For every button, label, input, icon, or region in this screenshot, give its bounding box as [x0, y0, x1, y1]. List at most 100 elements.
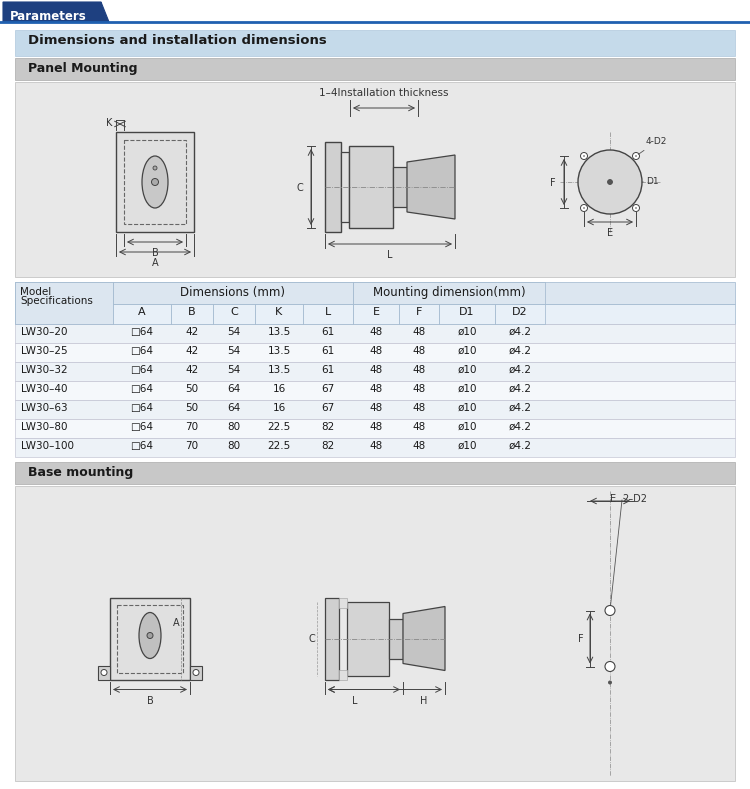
Bar: [15, 419, 735, 438]
Bar: [15, 304, 735, 324]
Text: 13.5: 13.5: [267, 365, 291, 375]
Bar: [171, 304, 213, 324]
Bar: [15, 438, 735, 457]
Text: 1–4Installation thickness: 1–4Installation thickness: [320, 88, 448, 98]
Text: L: L: [387, 250, 393, 260]
Text: □64: □64: [130, 422, 154, 432]
Text: 82: 82: [321, 441, 334, 451]
Text: H: H: [420, 695, 428, 705]
Text: 22.5: 22.5: [267, 441, 291, 451]
Text: □64: □64: [130, 346, 154, 356]
Text: □64: □64: [130, 441, 154, 451]
Bar: [339, 670, 347, 679]
Text: 50: 50: [185, 403, 199, 413]
Text: C: C: [230, 307, 238, 317]
Circle shape: [632, 152, 640, 159]
Text: 16: 16: [272, 403, 286, 413]
Text: LW30–40: LW30–40: [21, 384, 68, 394]
Ellipse shape: [139, 612, 161, 659]
Text: Parameters: Parameters: [10, 9, 87, 23]
Bar: [439, 304, 495, 324]
Text: ø10: ø10: [458, 441, 477, 451]
Bar: [213, 304, 255, 324]
Text: Model: Model: [20, 287, 51, 297]
Text: 42: 42: [185, 327, 199, 337]
Text: L: L: [352, 695, 358, 705]
Text: 64: 64: [227, 403, 241, 413]
Bar: [341, 152, 349, 222]
Text: 48: 48: [413, 422, 426, 432]
Text: 64: 64: [227, 384, 241, 394]
Text: ø4.2: ø4.2: [509, 346, 532, 356]
Bar: [389, 619, 403, 659]
Text: 48: 48: [413, 365, 426, 375]
Bar: [15, 381, 735, 400]
Text: 16: 16: [272, 384, 286, 394]
Bar: [15, 58, 735, 80]
Text: 48: 48: [369, 422, 382, 432]
Text: 48: 48: [369, 441, 382, 451]
Polygon shape: [407, 155, 455, 219]
Bar: [3, 2, 101, 22]
Text: 54: 54: [227, 327, 241, 337]
Circle shape: [578, 150, 642, 214]
Text: D2: D2: [512, 307, 528, 317]
Text: 42: 42: [185, 346, 199, 356]
Bar: [15, 282, 113, 324]
Bar: [303, 304, 353, 324]
Text: 54: 54: [227, 365, 241, 375]
Text: C: C: [308, 634, 315, 645]
Text: 48: 48: [369, 365, 382, 375]
Text: B: B: [147, 695, 153, 705]
Text: 61: 61: [321, 346, 334, 356]
Bar: [255, 304, 303, 324]
Bar: [15, 486, 735, 781]
Text: LW30–25: LW30–25: [21, 346, 68, 356]
Text: ø10: ø10: [458, 346, 477, 356]
Text: 48: 48: [369, 384, 382, 394]
Text: 48: 48: [413, 327, 426, 337]
Text: Base mounting: Base mounting: [28, 466, 134, 479]
Text: 67: 67: [321, 403, 334, 413]
Text: ø4.2: ø4.2: [509, 403, 532, 413]
Circle shape: [608, 180, 613, 185]
Circle shape: [584, 155, 585, 157]
Text: F: F: [550, 178, 556, 188]
Text: K: K: [106, 118, 112, 128]
Text: ø10: ø10: [458, 384, 477, 394]
Bar: [349, 146, 393, 228]
Bar: [325, 142, 341, 232]
Text: E: E: [610, 494, 616, 504]
Text: 50: 50: [185, 384, 199, 394]
Bar: [347, 601, 389, 675]
Circle shape: [608, 680, 612, 685]
Text: LW30–20: LW30–20: [21, 327, 68, 337]
Text: 70: 70: [185, 441, 199, 451]
Text: ø4.2: ø4.2: [509, 327, 532, 337]
Text: ø4.2: ø4.2: [509, 441, 532, 451]
Bar: [15, 362, 735, 381]
Text: ø4.2: ø4.2: [509, 422, 532, 432]
Text: 82: 82: [321, 422, 334, 432]
Text: A: A: [138, 307, 146, 317]
Text: A: A: [152, 258, 158, 268]
Text: ø4.2: ø4.2: [509, 384, 532, 394]
Text: 13.5: 13.5: [267, 327, 291, 337]
Text: 80: 80: [227, 422, 241, 432]
Text: 48: 48: [413, 346, 426, 356]
Text: ø4.2: ø4.2: [509, 365, 532, 375]
Text: 13.5: 13.5: [267, 346, 291, 356]
Circle shape: [101, 670, 107, 675]
Bar: [116, 132, 194, 232]
Text: 48: 48: [369, 327, 382, 337]
Text: K: K: [275, 307, 283, 317]
Text: A: A: [173, 619, 180, 629]
Text: 42: 42: [185, 365, 199, 375]
Circle shape: [153, 166, 157, 170]
Ellipse shape: [142, 156, 168, 208]
Text: 48: 48: [413, 441, 426, 451]
Text: Specifications: Specifications: [20, 296, 93, 306]
Text: B: B: [152, 248, 158, 258]
Text: 70: 70: [185, 422, 199, 432]
Circle shape: [152, 178, 158, 185]
